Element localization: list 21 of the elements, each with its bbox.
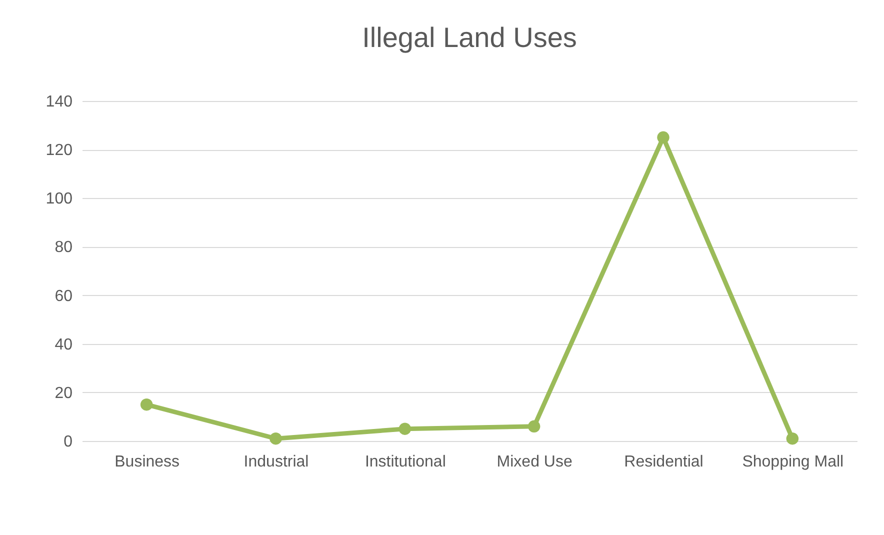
chart-title: Illegal Land Uses — [362, 22, 577, 53]
point — [140, 398, 153, 411]
y-tick-label: 140 — [46, 94, 73, 110]
point — [270, 432, 282, 445]
y-tick-label: 60 — [54, 288, 73, 305]
x-tick-label: Institutional — [364, 454, 446, 470]
x-tick-label: Industrial — [244, 454, 309, 470]
point — [398, 422, 412, 435]
point — [528, 420, 540, 433]
y-tick-label: 120 — [46, 142, 73, 160]
x-tick-label: Mixed Use — [496, 454, 572, 470]
y-tick-label: 100 — [46, 190, 73, 208]
y-tick-label: 20 — [54, 384, 73, 402]
x-tick-label: Residential — [624, 454, 704, 470]
y-tick-label: 0 — [64, 434, 73, 450]
y-tick-label: 40 — [54, 336, 73, 354]
point — [786, 432, 799, 445]
x-tick-label: Shopping Mall — [742, 454, 844, 470]
x-tick-label: Business — [114, 454, 180, 470]
point — [657, 131, 670, 144]
y-tick-label: 80 — [54, 239, 73, 256]
